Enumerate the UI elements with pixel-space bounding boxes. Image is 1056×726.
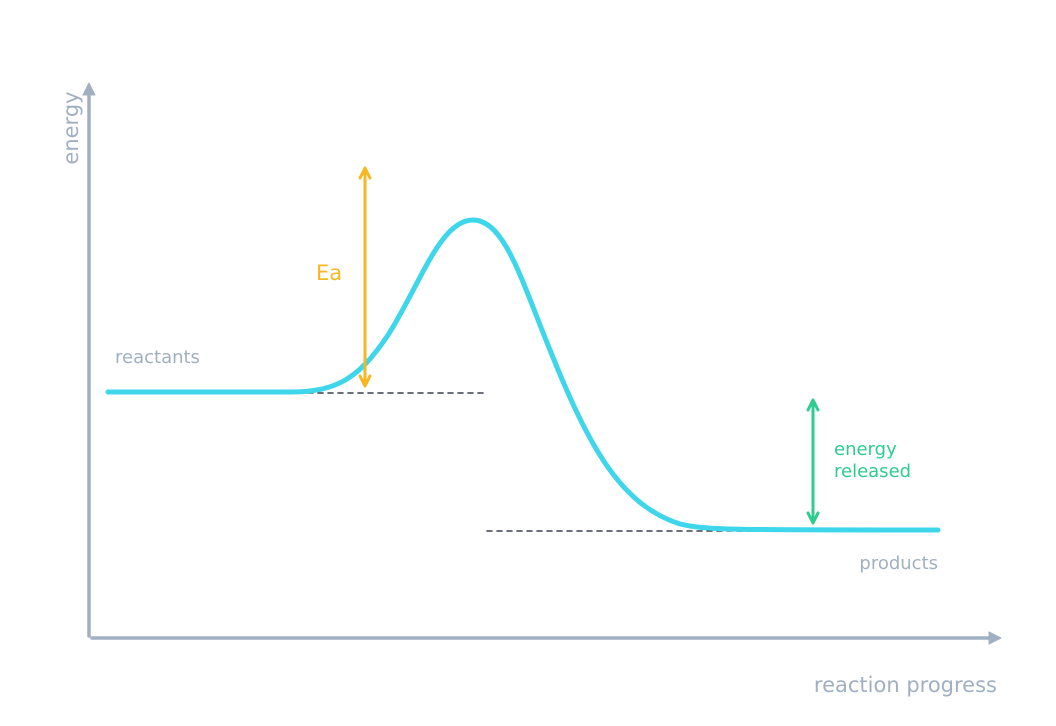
energy-released-label: released bbox=[834, 461, 911, 482]
products-label: products bbox=[859, 553, 938, 574]
activation-energy-arrowheads bbox=[358, 166, 372, 388]
y-axis-label: energy bbox=[59, 91, 83, 164]
energy-curve bbox=[105, 217, 941, 533]
x-axis-label: reaction progress bbox=[814, 673, 997, 697]
energy-released-label: energy bbox=[834, 439, 897, 460]
y-axis-arrow bbox=[82, 82, 96, 96]
reactants-label: reactants bbox=[115, 347, 200, 368]
activation-energy-label: Ea bbox=[316, 261, 342, 285]
energy-released-arrowheads bbox=[806, 398, 820, 525]
x-axis-arrow bbox=[988, 631, 1002, 645]
